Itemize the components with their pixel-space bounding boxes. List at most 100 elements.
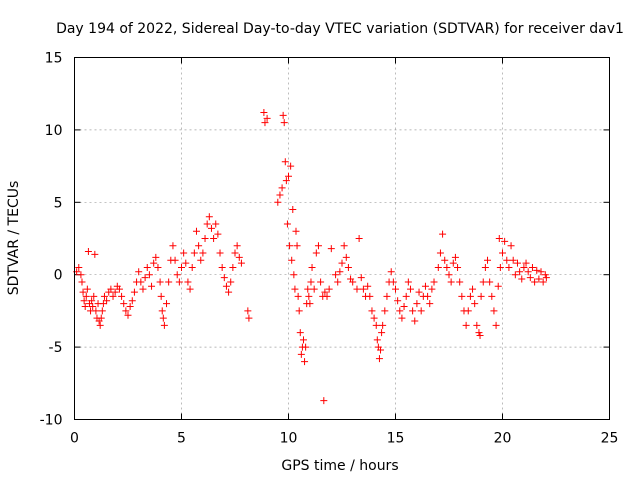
data-point bbox=[370, 314, 378, 322]
data-point bbox=[237, 259, 245, 267]
data-point bbox=[82, 292, 90, 300]
data-point bbox=[130, 288, 138, 296]
data-point bbox=[190, 249, 198, 257]
data-point bbox=[406, 285, 414, 293]
chart-title: Day 194 of 2022, Sidereal Day-to-day VTE… bbox=[56, 21, 624, 37]
data-point bbox=[332, 271, 340, 279]
data-point bbox=[392, 285, 399, 293]
data-point bbox=[353, 285, 361, 293]
data-point bbox=[218, 263, 226, 271]
data-point bbox=[400, 303, 408, 311]
data-point bbox=[261, 119, 269, 127]
data-point bbox=[484, 256, 492, 264]
data-point bbox=[542, 274, 550, 282]
data-point bbox=[124, 311, 132, 319]
data-point bbox=[415, 288, 423, 296]
data-point bbox=[245, 314, 253, 322]
data-point bbox=[278, 184, 286, 192]
data-point bbox=[428, 285, 436, 293]
data-point bbox=[141, 274, 149, 282]
data-point bbox=[79, 288, 87, 296]
x-tick-labels: 0 5 10 15 20 25 bbox=[70, 431, 618, 447]
data-point bbox=[180, 249, 188, 257]
data-point bbox=[481, 263, 489, 271]
data-point bbox=[137, 278, 145, 286]
grid-lines bbox=[74, 57, 610, 420]
data-point bbox=[451, 253, 459, 261]
data-point bbox=[439, 230, 447, 238]
data-point bbox=[291, 285, 299, 293]
data-point bbox=[383, 292, 391, 300]
data-point bbox=[306, 300, 314, 308]
data-point bbox=[379, 321, 387, 329]
data-point bbox=[492, 321, 500, 329]
data-point bbox=[327, 245, 335, 253]
data-point bbox=[160, 321, 168, 329]
data-point bbox=[299, 336, 307, 344]
data-point bbox=[157, 292, 165, 300]
data-point bbox=[458, 292, 466, 300]
x-tick-label: 10 bbox=[280, 431, 298, 447]
data-point bbox=[163, 300, 171, 308]
data-point bbox=[115, 285, 123, 293]
y-axis-label: SDTVAR / TECUs bbox=[6, 181, 22, 296]
data-point bbox=[378, 329, 386, 337]
data-point bbox=[364, 282, 372, 290]
data-point bbox=[334, 278, 342, 286]
data-point bbox=[92, 307, 100, 315]
data-point bbox=[539, 278, 547, 286]
data-point bbox=[235, 253, 243, 261]
data-point bbox=[292, 227, 300, 235]
data-point bbox=[274, 198, 282, 206]
data-point bbox=[516, 268, 524, 276]
data-point bbox=[320, 397, 328, 405]
data-point bbox=[312, 249, 320, 257]
data-point bbox=[426, 300, 434, 308]
data-point bbox=[175, 278, 183, 286]
data-point bbox=[281, 158, 289, 166]
data-point bbox=[98, 307, 106, 315]
data-point bbox=[100, 292, 108, 300]
data-point bbox=[494, 282, 502, 290]
data-point bbox=[89, 303, 97, 311]
data-point bbox=[394, 297, 402, 305]
data-point bbox=[109, 292, 117, 300]
data-point bbox=[430, 278, 438, 286]
data-point bbox=[225, 288, 233, 296]
data-point bbox=[75, 263, 83, 271]
data-points bbox=[73, 109, 550, 405]
data-point bbox=[192, 227, 200, 235]
data-point bbox=[227, 278, 235, 286]
data-point bbox=[199, 249, 207, 257]
data-point bbox=[295, 307, 303, 315]
data-point bbox=[486, 278, 494, 286]
data-point bbox=[205, 213, 213, 221]
data-point bbox=[323, 292, 331, 300]
data-point bbox=[443, 263, 451, 271]
data-point bbox=[503, 256, 511, 264]
data-point bbox=[289, 206, 297, 214]
data-point bbox=[317, 278, 325, 286]
data-point bbox=[520, 263, 528, 271]
data-point bbox=[301, 358, 309, 366]
data-point bbox=[283, 220, 291, 228]
data-point bbox=[344, 263, 352, 271]
data-point bbox=[135, 268, 143, 276]
data-point bbox=[466, 292, 474, 300]
data-point bbox=[186, 285, 194, 293]
data-point bbox=[373, 336, 381, 344]
data-point bbox=[201, 235, 209, 242]
data-point bbox=[103, 297, 111, 305]
data-point bbox=[381, 307, 389, 315]
data-point bbox=[99, 300, 107, 308]
data-point bbox=[396, 307, 404, 315]
data-point bbox=[321, 288, 329, 296]
y-tick-label: -10 bbox=[40, 413, 63, 429]
data-point bbox=[473, 321, 481, 329]
data-point bbox=[171, 256, 179, 264]
data-point bbox=[421, 282, 429, 290]
y-tick-label: 10 bbox=[45, 123, 63, 139]
data-point bbox=[398, 314, 406, 322]
data-point bbox=[441, 256, 449, 264]
data-point bbox=[528, 263, 536, 271]
